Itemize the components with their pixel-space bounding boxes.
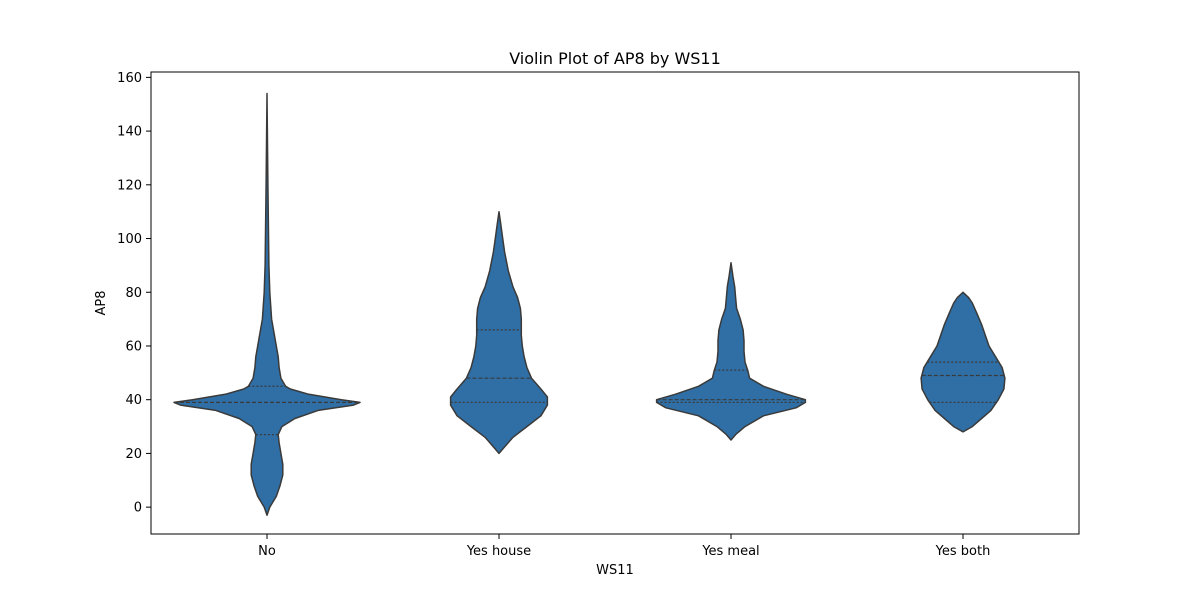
violin-no [173,92,361,516]
violin-yes-house [449,210,549,455]
y-tick-label: 0 [134,501,142,516]
x-tick-label: No [258,544,276,559]
y-tick-label: 120 [117,178,142,193]
plot-frame [150,71,1080,535]
violin-body [173,92,361,516]
y-tick-label: 20 [125,447,142,462]
y-axis-label: AP8 [94,290,109,315]
violin-body [449,210,549,455]
y-tick-label: 160 [117,71,142,86]
chart-title: Violin Plot of AP8 by WS11 [509,49,721,68]
x-tick-label: Yes meal [701,544,759,559]
x-tick-label: Yes both [935,544,991,559]
x-tick-label: Yes house [466,544,531,559]
violin-body [655,261,807,441]
violin-body [920,291,1006,433]
y-tick-label: 140 [117,125,142,140]
x-axis-label: WS11 [596,563,634,578]
y-tick-label: 40 [125,393,142,408]
x-axis-ticks: No Yes house Yes meal Yes both [258,534,990,559]
violins-layer [173,92,1006,516]
violin-yes-both [920,291,1006,433]
y-tick-label: 80 [125,286,142,301]
y-tick-label: 100 [117,232,142,247]
y-tick-label: 60 [125,339,142,354]
y-axis-ticks: 0 20 40 60 80 100 120 140 160 [117,71,151,516]
violin-yes-meal [655,261,807,441]
